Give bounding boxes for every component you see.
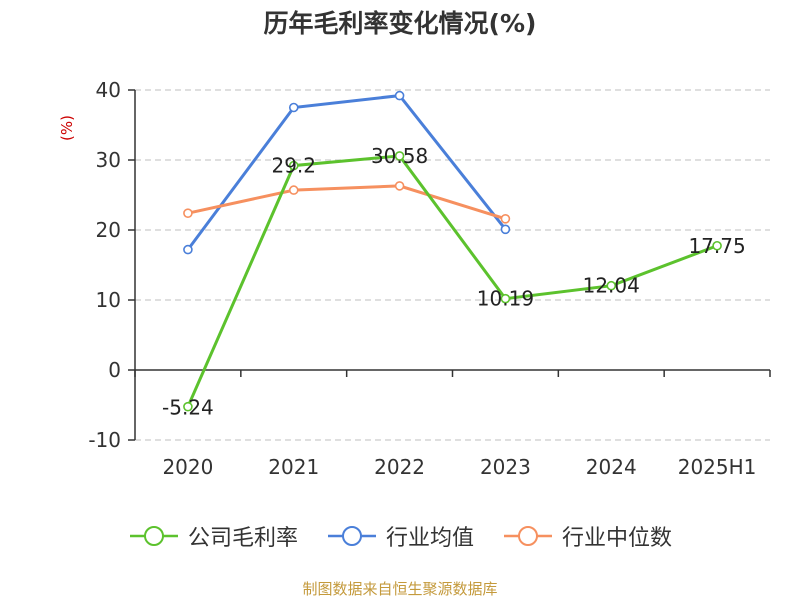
- data-labels: -5.24 29.2 30.58 10.19 12.04 17.75: [162, 144, 746, 420]
- data-label: 30.58: [371, 144, 428, 168]
- x-tick-label: 2024: [586, 455, 637, 479]
- legend-label: 行业中位数: [562, 526, 673, 551]
- legend-label: 行业均值: [385, 526, 474, 551]
- data-label: 10.19: [477, 287, 534, 311]
- y-tick-label: 10: [96, 288, 121, 312]
- y-axis-unit-label: (%): [58, 115, 76, 141]
- legend-marker-icon: [327, 526, 376, 546]
- legend-item[interactable]: 行业均值: [326, 520, 474, 552]
- data-point: [712, 240, 722, 251]
- data-point: [183, 208, 193, 218]
- x-tick-label: 2025H1: [678, 455, 757, 479]
- series-line: [186, 154, 718, 408]
- chart-title: 历年毛利率变化情况(%): [263, 9, 537, 38]
- y-tick-label: 40: [96, 78, 121, 102]
- data-point: [288, 160, 299, 171]
- data-point: [288, 185, 299, 195]
- data-label: 29.2: [271, 154, 316, 178]
- axes: 40 30 20 10 0 -10 2020 2021 2022 2023 2024 2025H1: [88, 78, 771, 479]
- data-point: [183, 401, 193, 412]
- series-line: [186, 94, 507, 251]
- x-tick-label: 2022: [374, 455, 425, 479]
- data-point: [500, 224, 511, 235]
- data-label: -5.24: [162, 396, 214, 420]
- data-point: [394, 90, 405, 101]
- y-tick-label: 0: [108, 358, 121, 382]
- y-tick-label: 30: [96, 148, 121, 172]
- data-point: [394, 181, 405, 191]
- y-tick-label: -10: [88, 428, 121, 452]
- legend-marker-icon: [504, 526, 552, 546]
- series-line: [187, 184, 506, 221]
- legend-item[interactable]: 行业中位数: [502, 520, 672, 552]
- legend-item[interactable]: 公司毛利率: [128, 520, 298, 552]
- x-tick-label: 2020: [162, 455, 213, 479]
- legend: 公司毛利率 行业均值 行业中位数: [0, 518, 800, 554]
- data-label: 17.75: [688, 234, 745, 258]
- x-tick-label: 2023: [480, 455, 531, 479]
- data-point: [500, 214, 511, 224]
- x-tick-label: 2021: [268, 455, 319, 479]
- legend-marker-icon: [129, 526, 178, 546]
- grid-lines: [135, 89, 770, 441]
- source-note: 制图数据来自恒生聚源数据库: [302, 580, 498, 598]
- data-point: [288, 102, 299, 113]
- legend-label: 公司毛利率: [187, 526, 298, 551]
- y-tick-label: 20: [96, 218, 121, 242]
- data-label: 12.04: [583, 274, 640, 298]
- data-point: [183, 244, 193, 255]
- series-layer: [183, 90, 722, 412]
- data-point: [394, 151, 405, 161]
- data-point: [606, 280, 617, 291]
- data-point: [500, 293, 511, 304]
